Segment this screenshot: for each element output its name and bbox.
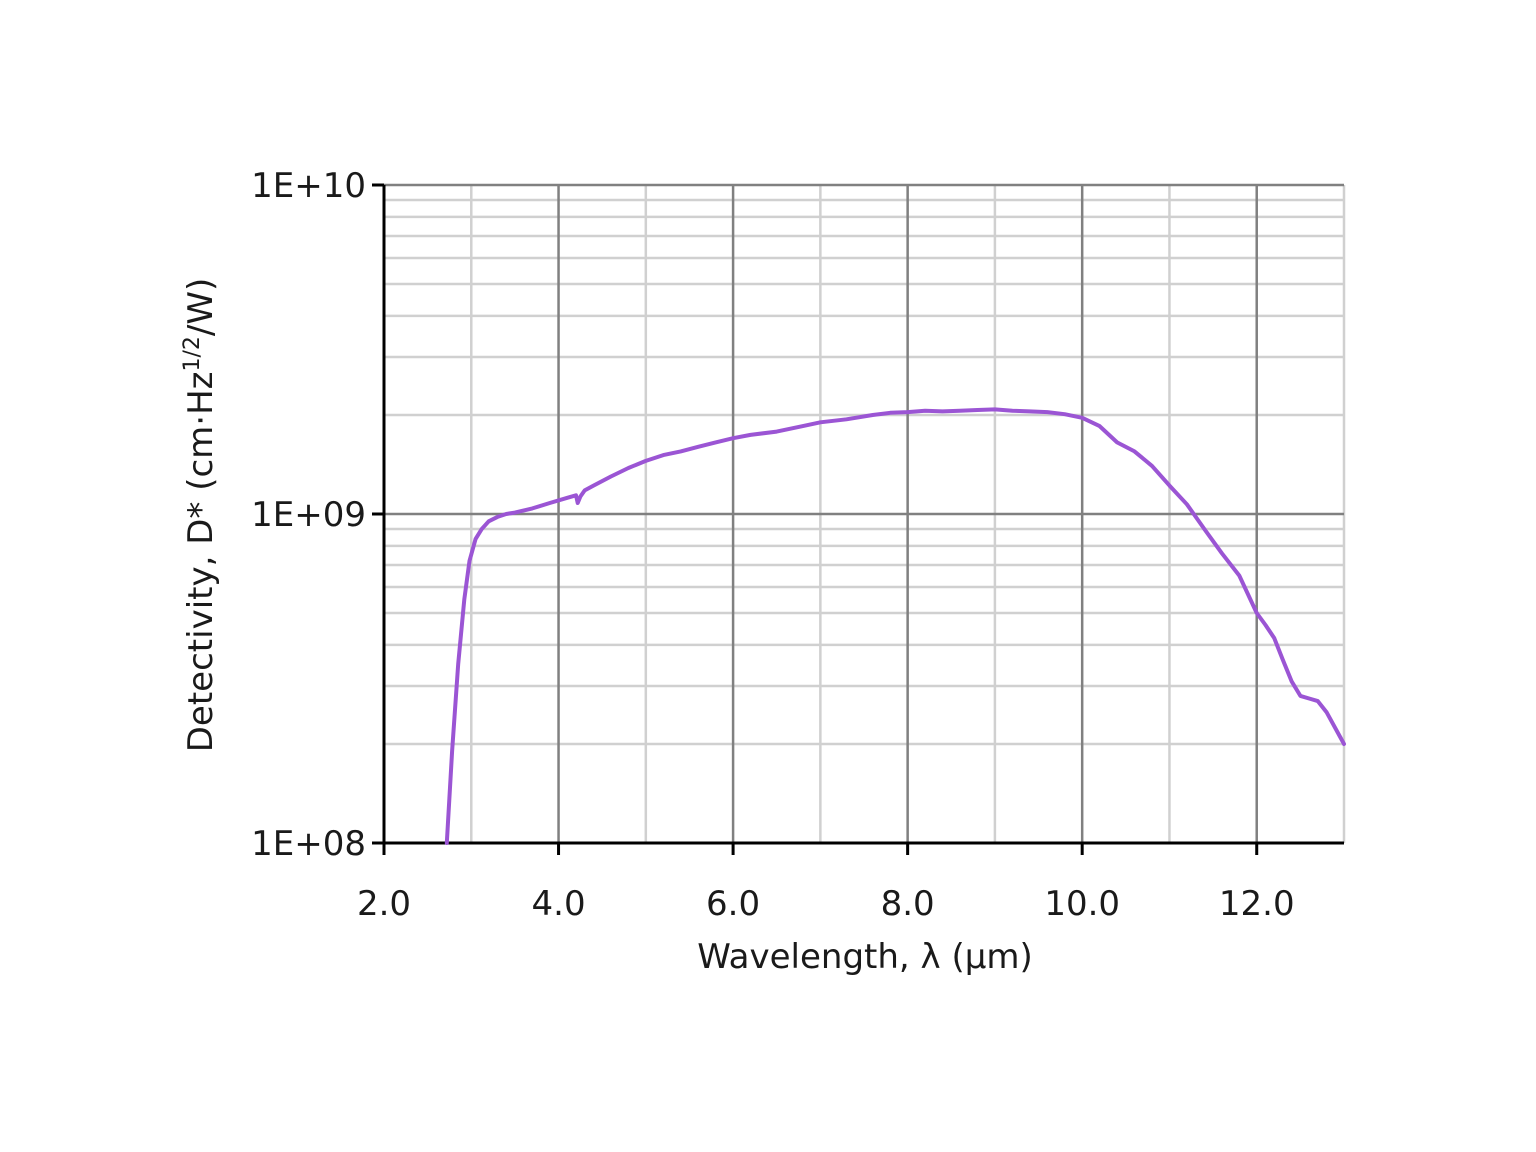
detectivity-series-line <box>444 407 1346 845</box>
minor-grid <box>384 185 1346 843</box>
y-axis-title-superscript: 1/2 <box>180 336 205 371</box>
y-axis-title-prefix: Detectivity, D* (cm·Hz <box>181 372 221 753</box>
series-layer <box>444 407 1346 845</box>
x-tick-label: 8.0 <box>881 884 935 924</box>
x-axis-title: Wavelength, λ (μm) <box>697 937 1033 977</box>
y-tick-label: 1E+08 <box>251 824 366 864</box>
tick-labels: 2.0 4.0 6.0 8.0 10.0 12.0 1E+08 1E+09 1E+10 <box>251 166 1294 924</box>
ticks <box>372 183 1259 855</box>
x-tick-label: 2.0 <box>357 884 411 924</box>
x-tick-label: 4.0 <box>532 884 586 924</box>
y-tick-label: 1E+10 <box>251 166 366 206</box>
y-tick-label: 1E+09 <box>251 495 366 535</box>
x-tick-label: 6.0 <box>706 884 760 924</box>
major-grid <box>384 183 1344 843</box>
y-axis-title-suffix: /W) <box>181 278 221 336</box>
x-tick-label: 12.0 <box>1219 884 1295 924</box>
x-tick-label: 10.0 <box>1044 884 1120 924</box>
y-axis-title: Detectivity, D* (cm·Hz1/2/W) <box>180 278 221 753</box>
